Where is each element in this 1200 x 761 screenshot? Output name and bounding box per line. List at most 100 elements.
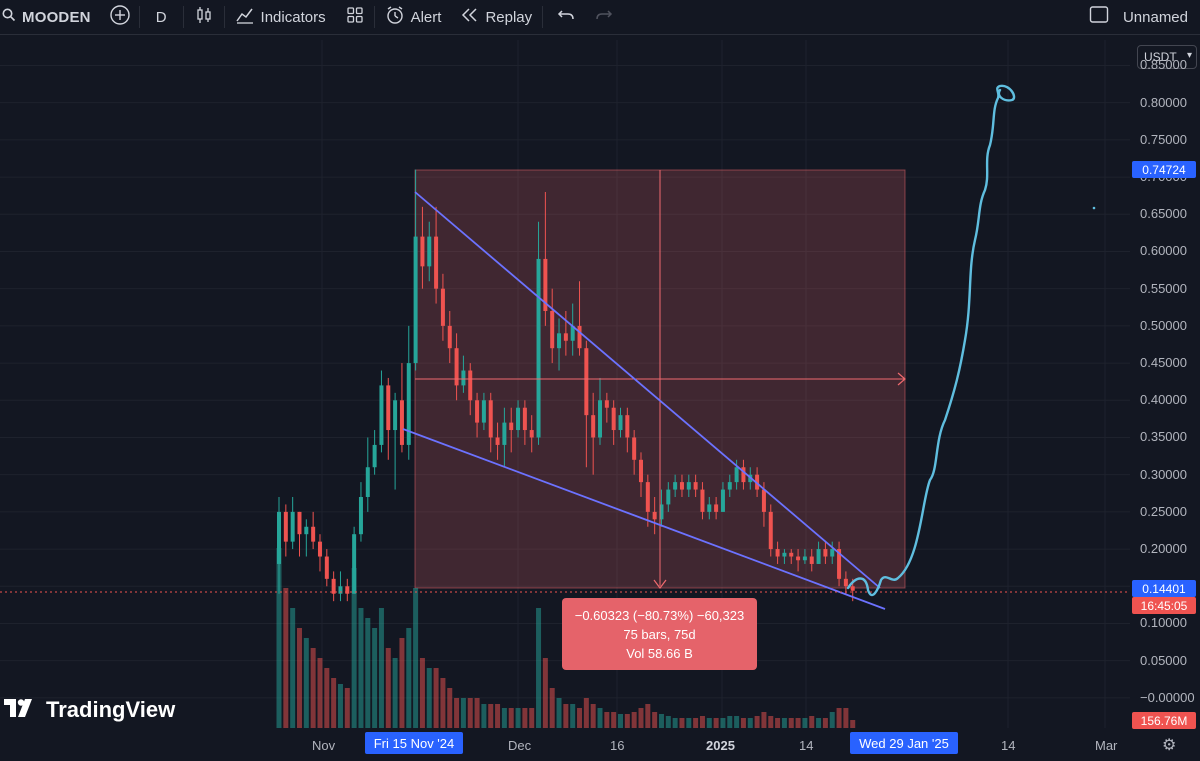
price-axis-label: 0.45000 — [1140, 355, 1187, 371]
volume-bar — [775, 718, 781, 728]
candle-body — [652, 511, 657, 520]
volume-bar — [467, 698, 473, 728]
layout-name: Unnamed — [1122, 8, 1188, 26]
interval-button[interactable]: D — [140, 0, 183, 34]
price-chart[interactable] — [0, 35, 1200, 761]
gear-icon[interactable]: ⚙ — [1162, 737, 1177, 754]
candle-body — [796, 556, 801, 561]
candle-body — [420, 236, 425, 267]
replay-button[interactable]: Replay — [451, 0, 542, 34]
candle-body — [768, 511, 773, 550]
candle-body — [468, 370, 473, 401]
candle-body — [324, 556, 329, 579]
candle-body — [536, 258, 541, 438]
tradingview-logo[interactable]: TradingView — [4, 697, 175, 723]
candle-body — [447, 325, 452, 349]
volume-bar — [563, 704, 569, 728]
candle-body — [645, 482, 650, 512]
candle-body — [454, 348, 459, 386]
volume-bar — [549, 688, 555, 728]
volume-bar — [358, 608, 364, 728]
price-axis-label: 0.55000 — [1140, 280, 1187, 296]
volume-bar — [624, 714, 630, 728]
candle-body — [686, 482, 691, 490]
candle-body — [358, 497, 363, 535]
price-axis-label: 0.05000 — [1140, 652, 1187, 668]
volume-bar — [317, 658, 323, 728]
volume-bar — [331, 678, 337, 728]
compare-symbol-button[interactable] — [101, 0, 139, 34]
time-label-16: 16 — [610, 738, 625, 753]
volume-bar — [829, 712, 835, 728]
candle-body — [440, 288, 445, 326]
volume-bar — [290, 608, 296, 728]
candle-body — [427, 236, 432, 267]
measure-tooltip: −0.60323 (−80.73%) −60,323 75 bars, 75d … — [562, 598, 757, 670]
volume-bar — [850, 720, 856, 728]
candle-body — [304, 526, 309, 535]
candle-body — [331, 578, 336, 594]
candle-body — [434, 236, 439, 289]
candle-body — [659, 504, 664, 520]
measure-right-arrowhead — [897, 372, 906, 386]
volume-bar — [658, 714, 664, 728]
volume-bar — [372, 628, 378, 728]
volume-bar — [447, 688, 453, 728]
volume-bar — [720, 718, 726, 728]
chart-type-button[interactable] — [184, 0, 224, 34]
symbol-search[interactable]: MOODEN — [0, 0, 101, 34]
price-axis-label: 0.20000 — [1140, 541, 1187, 557]
volume-bar — [399, 638, 405, 728]
price-axis-label: 0.80000 — [1140, 94, 1187, 110]
candles-icon — [194, 5, 214, 29]
candle-body — [283, 511, 288, 542]
alert-button[interactable]: Alert — [375, 0, 452, 34]
volume-bar — [843, 708, 849, 728]
volume-bar — [454, 698, 460, 728]
measure-volume: Vol 58.66 B — [626, 645, 693, 661]
volume-bar — [761, 712, 767, 728]
templates-button[interactable] — [336, 0, 374, 34]
candle-body — [734, 467, 739, 483]
candlestick-series — [277, 169, 855, 602]
volume-bar — [481, 704, 487, 728]
volume-bar — [699, 716, 705, 728]
volume-bar — [556, 698, 562, 728]
undo-button[interactable] — [543, 0, 589, 34]
layout-menu[interactable]: Unnamed — [1079, 0, 1200, 34]
candle-body — [802, 556, 807, 561]
candle-body — [618, 415, 623, 431]
undo-icon — [557, 7, 575, 27]
lower-trendline — [402, 428, 886, 610]
divider — [182, 6, 184, 28]
volume-bar — [529, 708, 535, 728]
volume-bar — [809, 716, 815, 728]
volume-bar — [693, 718, 699, 728]
volume-bar — [501, 708, 507, 728]
divider — [223, 6, 225, 28]
price-axis-label: 0.65000 — [1140, 206, 1187, 222]
volume-bar — [631, 712, 637, 728]
volume-bar — [276, 548, 282, 728]
volume-bar — [590, 704, 596, 728]
candle-body — [693, 482, 698, 490]
alarm-clock-icon — [385, 5, 405, 29]
candle-body — [679, 482, 684, 490]
range-start-date-tag: Fri 15 Nov '24 — [365, 732, 463, 754]
currency-selector[interactable]: USDT ▾ — [1137, 45, 1197, 69]
volume-bar — [460, 698, 466, 728]
replay-label: Replay — [485, 8, 533, 26]
volume-bar — [337, 684, 343, 728]
stray-dot — [1092, 206, 1096, 210]
tradingview-brand: TradingView — [46, 697, 176, 722]
redo-button[interactable] — [589, 0, 619, 34]
price-axis-label: 0.10000 — [1140, 615, 1187, 631]
volume-bar — [488, 704, 494, 728]
candle-body — [625, 415, 630, 438]
candle-body — [529, 430, 534, 438]
candle-body — [413, 236, 418, 364]
indicators-button[interactable]: Indicators — [225, 0, 336, 34]
volume-bar — [392, 658, 398, 728]
volume-bar — [686, 718, 692, 728]
volume-bars — [276, 548, 856, 728]
